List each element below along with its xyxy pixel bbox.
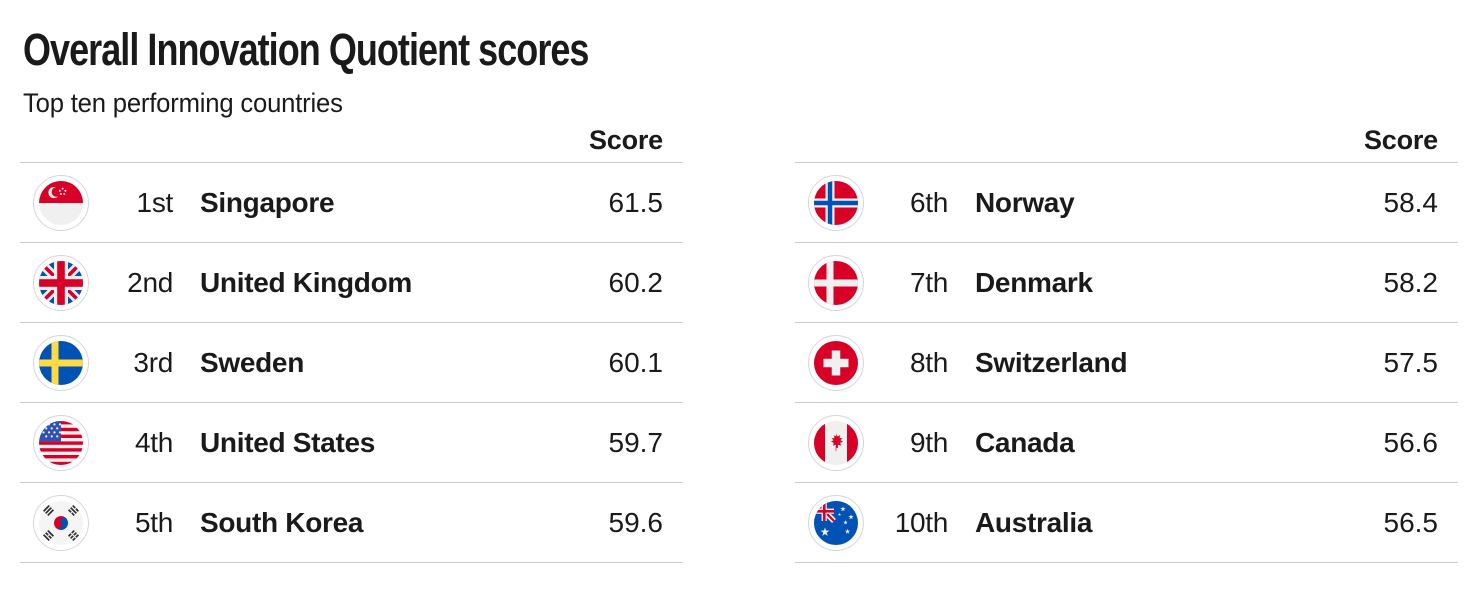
country-name: United States [200,426,376,458]
rank-label: 4th [134,426,173,458]
singapore-flag-icon [33,174,89,231]
rank-label: 9th [909,426,948,458]
united-states-flag-icon [33,414,89,471]
denmark-flag-icon [808,254,864,311]
rank-label: 3rd [133,346,173,378]
score-column-header: Score [795,118,1458,163]
table-row: 8th Switzerland 57.5 [795,323,1458,403]
country-name: Singapore [200,186,335,218]
page-title: Overall Innovation Quotient scores [23,24,589,75]
country-name: South Korea [200,506,364,538]
ranking-column-right: Score 6th Norway 58.4 [795,118,1458,563]
score-value: 58.2 [1383,266,1439,298]
country-name: Sweden [200,346,305,378]
rank-label: 5th [134,506,173,538]
country-name: Norway [975,186,1075,218]
south-korea-flag-icon [33,494,89,551]
australia-flag-icon [808,494,864,551]
country-name: United Kingdom [200,266,412,298]
score-column-header: Score [20,118,683,163]
switzerland-flag-icon [808,334,864,391]
table-row: 6th Norway 58.4 [795,163,1458,243]
score-value: 60.2 [608,266,664,298]
country-name: Canada [975,426,1075,458]
ranking-column-left: Score 1st Singapore 61.5 [20,118,683,563]
rank-label: 6th [909,186,948,218]
table-row: 1st Singapore 61.5 [20,163,683,243]
table-row: 3rd Sweden 60.1 [20,323,683,403]
table-row: 5th South Korea 59.6 [20,483,683,563]
rank-label: 10th [894,506,949,538]
table-row: 4th United States 59.7 [20,403,683,483]
score-value: 59.7 [608,426,664,458]
score-value: 60.1 [608,346,664,378]
score-value: 56.6 [1383,426,1439,458]
united-kingdom-flag-icon [33,254,89,311]
rank-label: 7th [909,266,948,298]
score-value: 58.4 [1383,186,1439,218]
rank-label: 8th [909,346,948,378]
rank-label: 1st [136,186,174,218]
score-value: 61.5 [608,186,664,218]
canada-flag-icon [808,414,864,471]
rank-label: 2nd [127,266,173,298]
table-row: 10th Australia 56.5 [795,483,1458,563]
sweden-flag-icon [33,334,89,391]
score-value: 57.5 [1383,346,1439,378]
country-name: Australia [975,506,1093,538]
table-row: 7th Denmark 58.2 [795,243,1458,323]
country-name: Denmark [975,266,1093,298]
score-value: 56.5 [1383,506,1439,538]
score-value: 59.6 [608,506,664,538]
page-subtitle: Top ten performing countries [23,88,343,118]
table-row: 2nd United Kingdom 60.2 [20,243,683,323]
norway-flag-icon [808,174,864,231]
country-name: Switzerland [975,346,1128,378]
table-row: 9th Canada 56.6 [795,403,1458,483]
